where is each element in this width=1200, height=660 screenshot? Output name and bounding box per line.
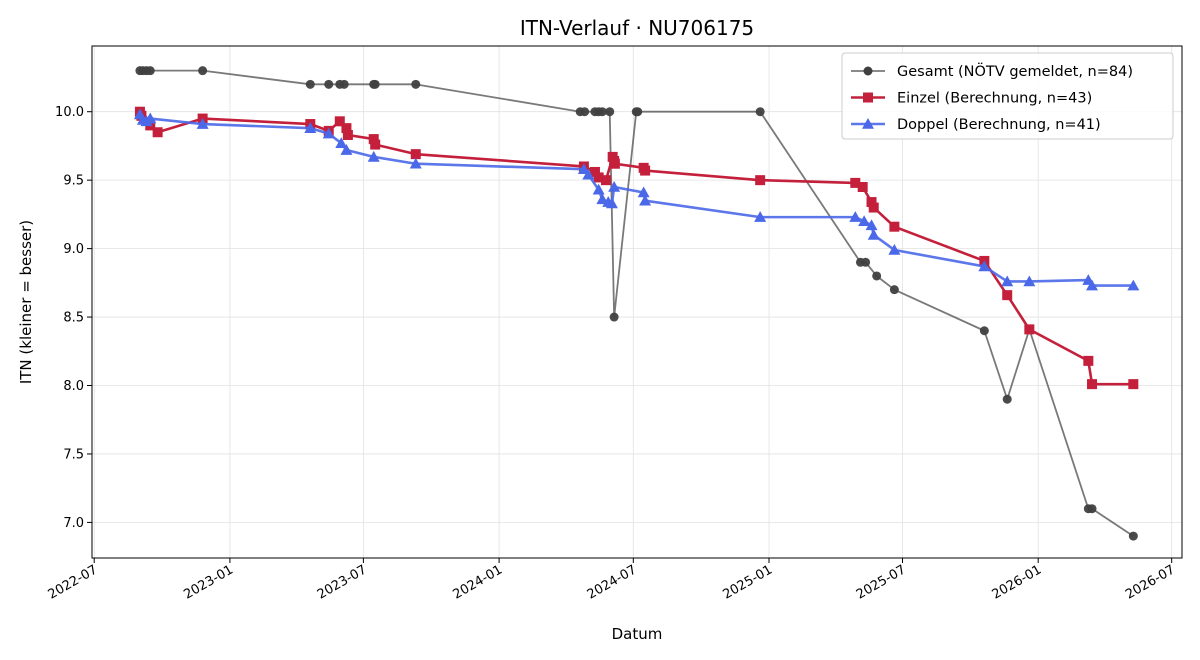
data-point-gesamt	[411, 79, 421, 89]
series-gesamt	[135, 66, 1138, 541]
data-point-doppel	[322, 127, 335, 139]
data-point-doppel	[888, 243, 901, 255]
data-point-doppel	[367, 150, 380, 162]
data-point-doppel	[639, 194, 652, 206]
legend-label-gesamt: Gesamt (NÖTV gemeldet, n=84)	[897, 62, 1133, 80]
data-point-doppel	[849, 211, 862, 222]
y-tick-label: 7.0	[63, 516, 84, 531]
data-point-einzel	[368, 134, 379, 145]
data-point-doppel	[637, 186, 650, 198]
data-point-gesamt	[370, 79, 380, 89]
data-point-gesamt	[198, 66, 208, 76]
series-layer	[133, 66, 1140, 541]
data-point-doppel	[978, 260, 991, 272]
data-point-doppel	[1086, 279, 1099, 291]
data-point-einzel	[342, 129, 353, 140]
data-point-einzel	[593, 172, 604, 183]
chart-title: ITN-Verlauf · NU706175	[520, 16, 754, 40]
legend-marker-doppel	[862, 118, 874, 129]
data-point-gesamt	[1087, 504, 1097, 514]
data-point-gesamt	[605, 107, 615, 117]
data-point-gesamt	[305, 79, 315, 89]
data-point-gesamt	[633, 107, 643, 117]
data-point-einzel	[1002, 290, 1013, 301]
data-point-gesamt	[979, 326, 989, 336]
legend-label-doppel: Doppel (Berechnung, n=41)	[897, 117, 1101, 133]
data-point-einzel	[609, 158, 620, 169]
data-point-einzel	[152, 127, 163, 138]
data-point-gesamt	[609, 312, 619, 322]
data-point-doppel	[1023, 275, 1036, 287]
data-point-einzel	[850, 177, 861, 188]
data-point-einzel	[410, 149, 421, 160]
data-point-gesamt	[580, 107, 590, 117]
data-point-gesamt	[1128, 531, 1138, 541]
data-point-doppel	[196, 118, 209, 129]
data-point-einzel	[370, 139, 381, 150]
legend-marker-einzel	[863, 92, 873, 103]
data-point-gesamt	[861, 257, 871, 267]
data-point-gesamt	[1002, 394, 1012, 404]
y-tick-label: 8.0	[63, 379, 84, 394]
data-point-einzel	[640, 165, 651, 176]
data-point-einzel	[1128, 379, 1139, 390]
y-tick-label: 7.5	[63, 447, 84, 462]
data-point-einzel	[1087, 379, 1098, 390]
series-line-einzel	[138, 111, 1134, 386]
data-point-doppel	[1127, 279, 1140, 291]
data-point-doppel	[1001, 275, 1014, 287]
legend: Gesamt (NÖTV gemeldet, n=84) Einzel (Bere…	[841, 52, 1174, 140]
data-point-einzel	[589, 166, 600, 177]
plot-frame	[91, 45, 1183, 559]
data-point-doppel	[858, 215, 871, 227]
data-point-einzel	[341, 123, 352, 134]
legend-marker-gesamt	[863, 66, 873, 76]
data-point-doppel	[865, 219, 878, 231]
y-tick-label: 9.5	[63, 174, 84, 189]
data-point-doppel	[754, 211, 767, 222]
y-axis-ticks: 7.0 7.5 8.0 8.5 9.0 9.5 10.0	[55, 105, 92, 531]
data-point-einzel	[755, 175, 766, 186]
data-point-doppel	[608, 181, 621, 192]
data-point-gesamt	[597, 107, 607, 117]
x-axis-label: Datum	[612, 625, 663, 643]
data-point-doppel	[144, 112, 157, 124]
data-point-doppel	[304, 122, 317, 133]
data-point-einzel	[601, 175, 612, 186]
data-point-gesamt	[339, 79, 349, 89]
data-point-gesamt	[324, 79, 334, 89]
data-point-einzel	[857, 182, 868, 193]
data-point-doppel	[605, 197, 618, 209]
legend-box	[841, 52, 1174, 140]
y-tick-label: 9.0	[63, 242, 84, 257]
series-doppel	[133, 108, 1140, 291]
data-point-doppel	[867, 228, 880, 240]
data-point-gesamt	[145, 66, 155, 76]
data-point-doppel	[335, 137, 348, 148]
data-point-gesamt	[755, 107, 765, 117]
data-point-doppel	[592, 183, 605, 195]
data-point-gesamt	[872, 271, 882, 281]
data-point-einzel	[1024, 324, 1035, 335]
legend-label-einzel: Einzel (Berechnung, n=43)	[897, 91, 1092, 107]
y-tick-label: 10.0	[55, 105, 84, 120]
data-point-einzel	[866, 197, 877, 208]
data-point-doppel	[340, 144, 353, 155]
data-point-einzel	[1083, 355, 1094, 366]
data-point-einzel	[889, 221, 900, 232]
data-point-einzel	[868, 202, 879, 213]
y-axis-label: ITN (kleiner = besser)	[17, 220, 35, 384]
y-tick-label: 8.5	[63, 311, 84, 326]
data-point-gesamt	[889, 285, 899, 295]
data-point-doppel	[582, 168, 595, 180]
data-point-einzel	[334, 116, 345, 127]
data-point-doppel	[409, 157, 422, 169]
